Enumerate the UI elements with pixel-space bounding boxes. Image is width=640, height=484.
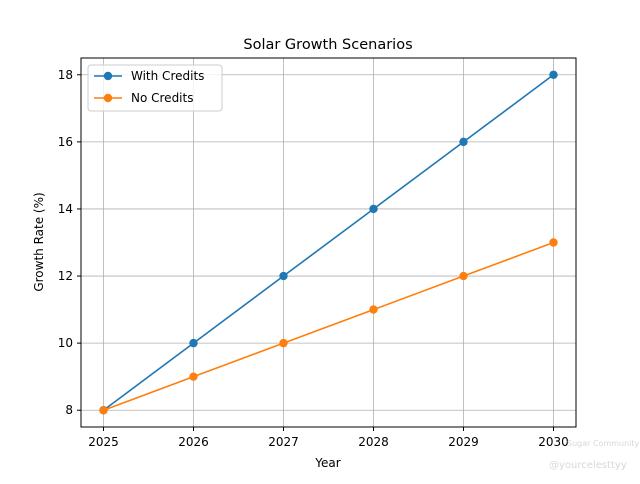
data-point <box>459 271 468 281</box>
y-tick-label: 10 <box>58 336 73 350</box>
y-tick-label: 18 <box>58 68 73 82</box>
data-point <box>369 204 378 214</box>
legend-label: With Credits <box>131 69 204 83</box>
x-tick-label: 2030 <box>538 435 569 449</box>
data-point <box>189 338 198 348</box>
data-point <box>279 271 288 281</box>
data-point <box>549 70 558 79</box>
series-line-0 <box>103 74 554 411</box>
legend-marker <box>103 71 113 81</box>
legend-label: No Credits <box>131 91 193 105</box>
y-tick-label: 14 <box>58 202 73 216</box>
x-axis-label: Year <box>314 456 340 470</box>
watermark-line2: @yourcelesttyy <box>549 460 627 471</box>
data-point <box>189 372 198 381</box>
data-point <box>549 238 558 247</box>
y-axis-label: Growth Rate (%) <box>32 192 46 291</box>
data-point <box>369 305 378 314</box>
legend-marker <box>103 93 113 103</box>
x-tick-label: 2026 <box>178 435 209 449</box>
data-point <box>99 406 108 415</box>
x-tick-label: 2029 <box>448 435 479 449</box>
chart-title: Solar Growth Scenarios <box>243 37 412 53</box>
x-tick-label: 2025 <box>88 435 119 449</box>
watermark-line1: Sugar Community <box>567 439 640 448</box>
plot-frame <box>80 57 577 428</box>
x-tick-label: 2027 <box>268 435 299 449</box>
y-tick-label: 12 <box>58 269 73 283</box>
legend: With Credits No Credits <box>87 64 223 112</box>
series-line-1 <box>103 241 554 411</box>
y-tick-label: 8 <box>65 403 73 417</box>
y-tick-label: 16 <box>58 135 73 149</box>
data-point <box>459 137 468 147</box>
data-point <box>279 338 288 348</box>
x-tick-label: 2028 <box>358 435 389 449</box>
